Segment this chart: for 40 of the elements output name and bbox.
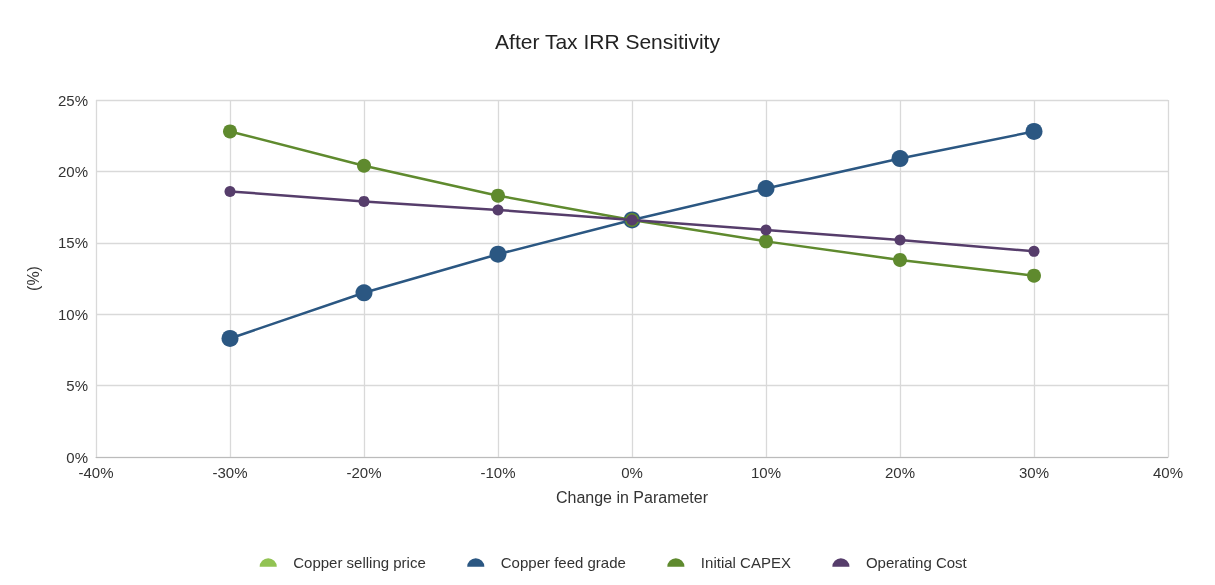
y-tick-label: 10% [57, 305, 88, 323]
legend-label: Copper feed grade [500, 554, 626, 571]
x-tick-label: 30% [1018, 464, 1050, 481]
legend-label: Initial CAPEX [700, 554, 791, 571]
point [757, 180, 775, 198]
y-tick-label: 15% [57, 234, 88, 252]
point [221, 329, 239, 347]
y-tick-label: 20% [57, 162, 88, 180]
point [489, 245, 507, 263]
point [894, 234, 906, 246]
point [893, 252, 907, 267]
point [1027, 268, 1041, 283]
point [891, 150, 909, 168]
x-tick-label: -10% [480, 464, 516, 481]
x-tick-label: 0% [621, 464, 643, 481]
legend-label: Operating Cost [865, 554, 968, 571]
x-tick-label: 40% [1152, 464, 1184, 481]
point [1028, 245, 1040, 257]
point [357, 158, 371, 173]
legend-label: Copper selling price [293, 554, 426, 571]
x-tick-label: 20% [884, 464, 916, 481]
point [355, 284, 373, 302]
point [223, 124, 237, 139]
x-tick-label: -30% [212, 464, 248, 481]
point [492, 204, 504, 216]
y-axis-title: (%) [24, 266, 42, 291]
point [1025, 122, 1043, 140]
point [224, 185, 236, 197]
x-axis-title: Change in Parameter [555, 488, 709, 506]
point [358, 195, 370, 207]
x-tick-label: 10% [750, 464, 782, 481]
y-tick-label: 25% [57, 91, 88, 109]
y-tick-label: 0% [66, 448, 88, 466]
point [491, 188, 505, 203]
point [759, 234, 773, 249]
point [760, 224, 772, 236]
x-tick-label: -40% [78, 464, 114, 481]
y-tick-label: 5% [66, 377, 88, 395]
chart-title: After Tax IRR Sensitivity [495, 30, 721, 53]
x-tick-label: -20% [346, 464, 382, 481]
